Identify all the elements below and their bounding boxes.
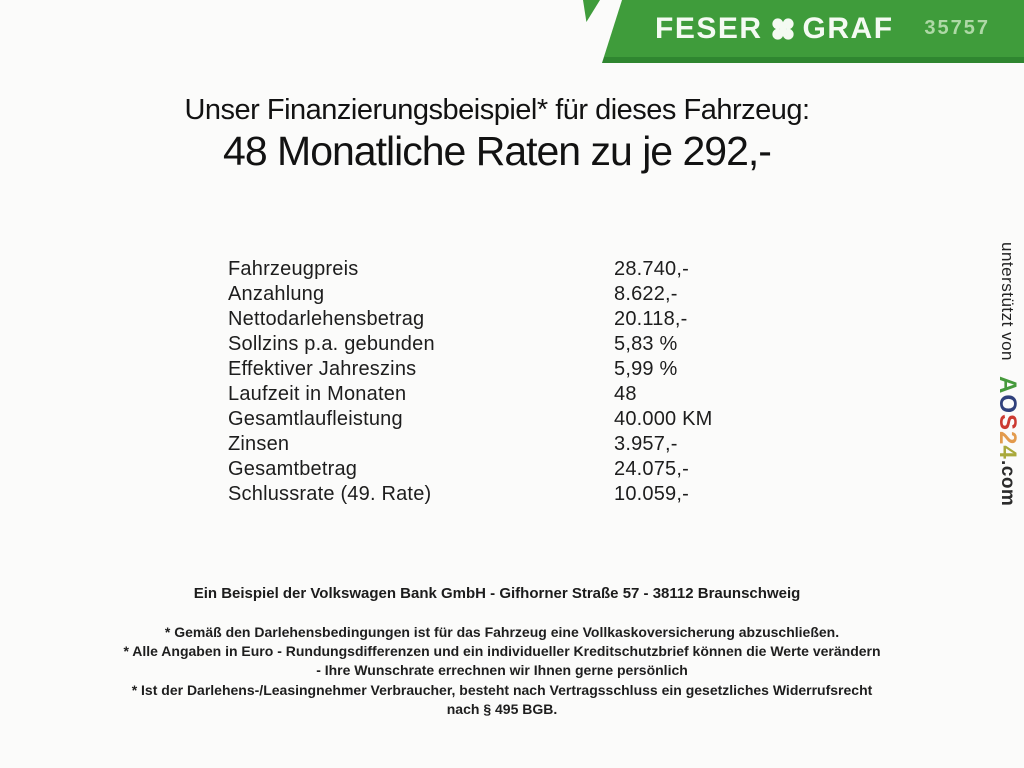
table-row: Zinsen 3.957,- bbox=[228, 432, 713, 457]
finance-label: Fahrzeugpreis bbox=[228, 258, 359, 280]
aos24-logo: AOS24 bbox=[994, 376, 1021, 460]
dealer-number: 35757 bbox=[924, 17, 990, 39]
finance-value: 24.075,- bbox=[614, 458, 689, 480]
brand-word-feser: FESER bbox=[655, 12, 763, 45]
aos24-domain-suffix: .com bbox=[997, 459, 1018, 507]
finance-label: Anzahlung bbox=[228, 283, 325, 305]
finance-label: Laufzeit in Monaten bbox=[228, 383, 407, 405]
finance-value: 40.000 KM bbox=[614, 408, 713, 430]
table-row: Gesamtlaufleistung 40.000 KM bbox=[228, 407, 713, 432]
finance-value: 20.118,- bbox=[614, 308, 688, 330]
supported-by-text: unterstützt von bbox=[998, 242, 1017, 367]
page-title-line1: Unser Finanzierungsbeispiel* für dieses … bbox=[184, 94, 810, 126]
table-row: Effektiver Jahreszins 5,99 % bbox=[228, 357, 713, 382]
finance-value: 5,83 % bbox=[614, 333, 678, 355]
table-row: Gesamtbetrag 24.075,- bbox=[228, 457, 713, 482]
finance-value: 48 bbox=[614, 383, 637, 405]
brand-word-graf: GRAF bbox=[802, 12, 894, 45]
finance-value: 8.622,- bbox=[614, 283, 678, 305]
finance-label: Nettodarlehensbetrag bbox=[228, 308, 425, 330]
brand-logo: FESER GRAF bbox=[655, 0, 894, 58]
table-row: Laufzeit in Monaten 48 bbox=[228, 382, 713, 407]
page-title-line2: 48 Monatliche Raten zu je 292,- bbox=[223, 128, 772, 174]
finance-value: 3.957,- bbox=[614, 433, 678, 455]
table-row: Nettodarlehensbetrag 20.118,- bbox=[228, 307, 713, 332]
table-row: Fahrzeugpreis 28.740,- bbox=[228, 257, 713, 282]
aos24-letter: 2 bbox=[994, 431, 1021, 446]
disclaimer-line: * Alle Angaben in Euro - Rundungsdiffere… bbox=[123, 643, 881, 660]
disclaimer-line: nach § 495 BGB. bbox=[446, 700, 558, 717]
finance-value: 5,99 % bbox=[614, 358, 678, 380]
aos24-letter: 4 bbox=[994, 445, 1021, 460]
table-row: Sollzins p.a. gebunden 5,83 % bbox=[228, 332, 713, 357]
bank-info-line: Ein Beispiel der Volkswagen Bank GmbH - … bbox=[193, 585, 801, 602]
finance-label: Sollzins p.a. gebunden bbox=[228, 333, 435, 355]
disclaimer-block: * Gemäß den Darlehensbedingungen ist für… bbox=[40, 623, 964, 719]
finance-label: Schlussrate (49. Rate) bbox=[228, 483, 432, 505]
aos24-letter: A bbox=[994, 376, 1021, 395]
finance-label: Gesamtbetrag bbox=[228, 458, 358, 480]
disclaimer-line: * Ist der Darlehens-/Leasingnehmer Verbr… bbox=[131, 681, 873, 698]
aos24-letter: O bbox=[994, 394, 1021, 415]
finance-label: Zinsen bbox=[228, 433, 290, 455]
finance-value: 28.740,- bbox=[614, 258, 689, 280]
clover-icon bbox=[770, 16, 796, 42]
table-row: Schlussrate (49. Rate) 10.059,- bbox=[228, 482, 713, 507]
banner-corner-sliver bbox=[583, 0, 600, 22]
supported-by-sidebar: unterstützt von AOS24.com bbox=[993, 242, 1021, 542]
disclaimer-line: * Gemäß den Darlehensbedingungen ist für… bbox=[164, 624, 840, 640]
table-row: Anzahlung 8.622,- bbox=[228, 282, 713, 307]
header-banner: FESER GRAF 35757 bbox=[602, 0, 1024, 63]
finance-label: Effektiver Jahreszins bbox=[228, 358, 417, 380]
finance-value: 10.059,- bbox=[614, 483, 689, 505]
finance-table: Fahrzeugpreis 28.740,- Anzahlung 8.622,-… bbox=[228, 257, 713, 507]
aos24-letter: S bbox=[994, 414, 1021, 432]
finance-label: Gesamtlaufleistung bbox=[228, 408, 403, 430]
disclaimer-line: - Ihre Wunschrate errechnen wir Ihnen ge… bbox=[316, 662, 688, 679]
